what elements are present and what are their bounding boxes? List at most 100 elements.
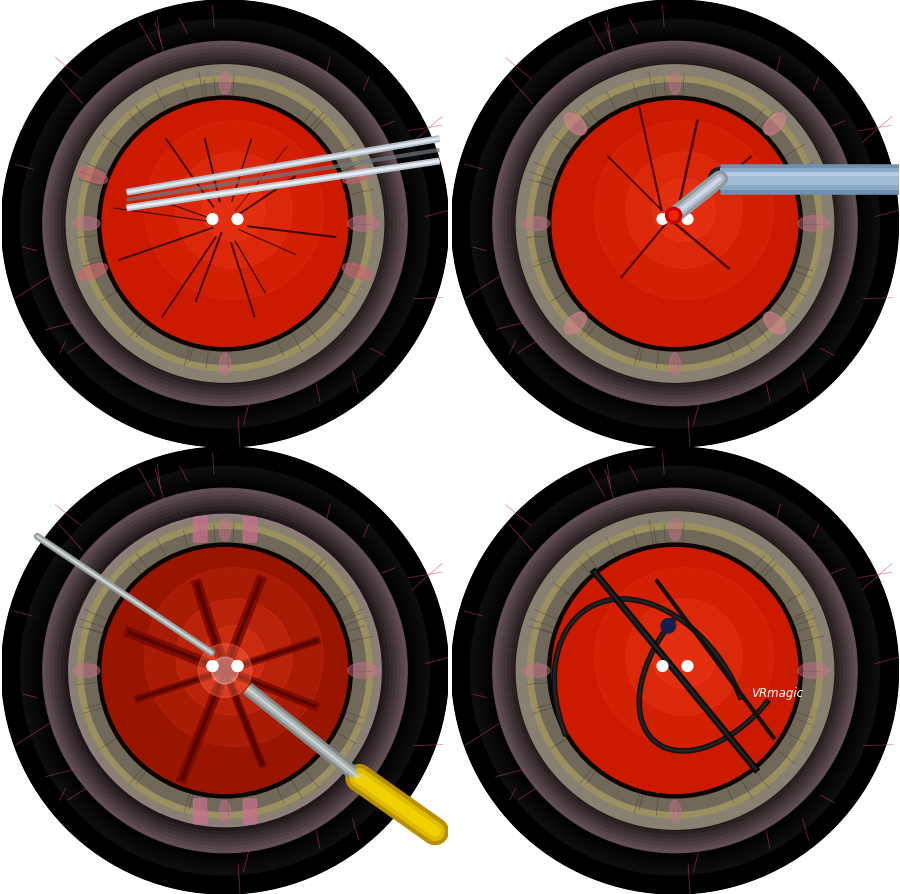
Circle shape [467, 462, 883, 879]
Circle shape [660, 655, 690, 686]
Circle shape [85, 529, 365, 812]
Circle shape [129, 127, 321, 320]
Circle shape [150, 149, 300, 298]
Circle shape [232, 661, 243, 671]
Circle shape [482, 477, 868, 864]
Circle shape [147, 146, 303, 301]
Circle shape [35, 34, 415, 413]
Circle shape [511, 507, 839, 834]
Circle shape [76, 75, 373, 372]
Circle shape [571, 567, 779, 774]
Circle shape [537, 533, 813, 808]
Circle shape [638, 186, 712, 261]
FancyBboxPatch shape [194, 517, 207, 542]
Circle shape [35, 481, 415, 860]
Circle shape [169, 615, 281, 726]
Circle shape [180, 179, 270, 268]
Circle shape [471, 19, 879, 428]
Ellipse shape [670, 353, 680, 375]
Circle shape [515, 63, 835, 384]
Circle shape [508, 503, 842, 838]
Ellipse shape [77, 264, 108, 280]
Circle shape [210, 655, 240, 686]
Ellipse shape [564, 312, 587, 334]
Circle shape [32, 477, 419, 864]
Circle shape [668, 216, 682, 231]
Circle shape [192, 190, 258, 257]
Circle shape [65, 63, 385, 384]
Circle shape [652, 648, 698, 693]
Circle shape [143, 142, 307, 305]
Circle shape [24, 469, 426, 872]
Circle shape [39, 485, 411, 856]
Circle shape [619, 168, 731, 279]
FancyBboxPatch shape [243, 517, 256, 542]
Circle shape [563, 112, 787, 335]
Circle shape [530, 526, 820, 815]
Circle shape [459, 455, 891, 886]
Circle shape [2, 447, 448, 894]
Circle shape [526, 75, 824, 372]
Circle shape [158, 156, 292, 291]
Circle shape [54, 500, 396, 841]
Circle shape [84, 82, 366, 365]
Circle shape [626, 175, 724, 272]
Circle shape [582, 131, 768, 316]
Circle shape [140, 138, 310, 309]
Circle shape [497, 492, 853, 849]
Circle shape [595, 121, 773, 299]
Circle shape [523, 519, 827, 822]
Circle shape [656, 652, 694, 689]
Circle shape [207, 661, 218, 671]
Circle shape [54, 53, 396, 394]
Circle shape [176, 175, 274, 272]
Circle shape [43, 41, 407, 406]
Circle shape [232, 661, 243, 671]
Circle shape [541, 536, 809, 805]
Circle shape [207, 214, 218, 224]
Circle shape [129, 574, 321, 767]
Circle shape [652, 626, 716, 688]
Circle shape [574, 123, 776, 324]
Circle shape [99, 97, 351, 350]
Circle shape [143, 589, 307, 752]
Circle shape [103, 548, 347, 793]
Circle shape [212, 657, 239, 684]
Circle shape [535, 529, 815, 812]
Circle shape [508, 56, 842, 391]
Circle shape [553, 548, 797, 793]
Circle shape [452, 447, 898, 894]
Circle shape [195, 194, 255, 253]
Circle shape [634, 629, 716, 712]
Circle shape [571, 120, 779, 327]
Circle shape [619, 615, 731, 726]
Circle shape [166, 164, 284, 283]
Circle shape [515, 510, 835, 831]
Circle shape [9, 455, 441, 886]
Circle shape [124, 570, 326, 771]
Circle shape [199, 198, 251, 249]
Circle shape [192, 637, 258, 704]
Circle shape [612, 160, 738, 287]
Circle shape [489, 485, 861, 856]
Circle shape [28, 27, 422, 420]
Circle shape [652, 179, 716, 241]
Circle shape [616, 164, 734, 283]
Circle shape [597, 146, 753, 301]
Circle shape [206, 205, 244, 242]
Circle shape [150, 596, 300, 745]
Circle shape [626, 622, 724, 719]
Circle shape [65, 510, 385, 831]
Circle shape [541, 89, 809, 358]
Circle shape [43, 488, 407, 853]
Circle shape [652, 201, 698, 246]
Circle shape [579, 127, 771, 320]
Circle shape [169, 168, 281, 279]
Circle shape [493, 488, 857, 853]
Circle shape [567, 562, 783, 779]
Ellipse shape [220, 72, 230, 94]
Circle shape [642, 190, 708, 257]
Circle shape [136, 134, 314, 313]
Circle shape [552, 547, 798, 794]
Circle shape [666, 207, 681, 224]
